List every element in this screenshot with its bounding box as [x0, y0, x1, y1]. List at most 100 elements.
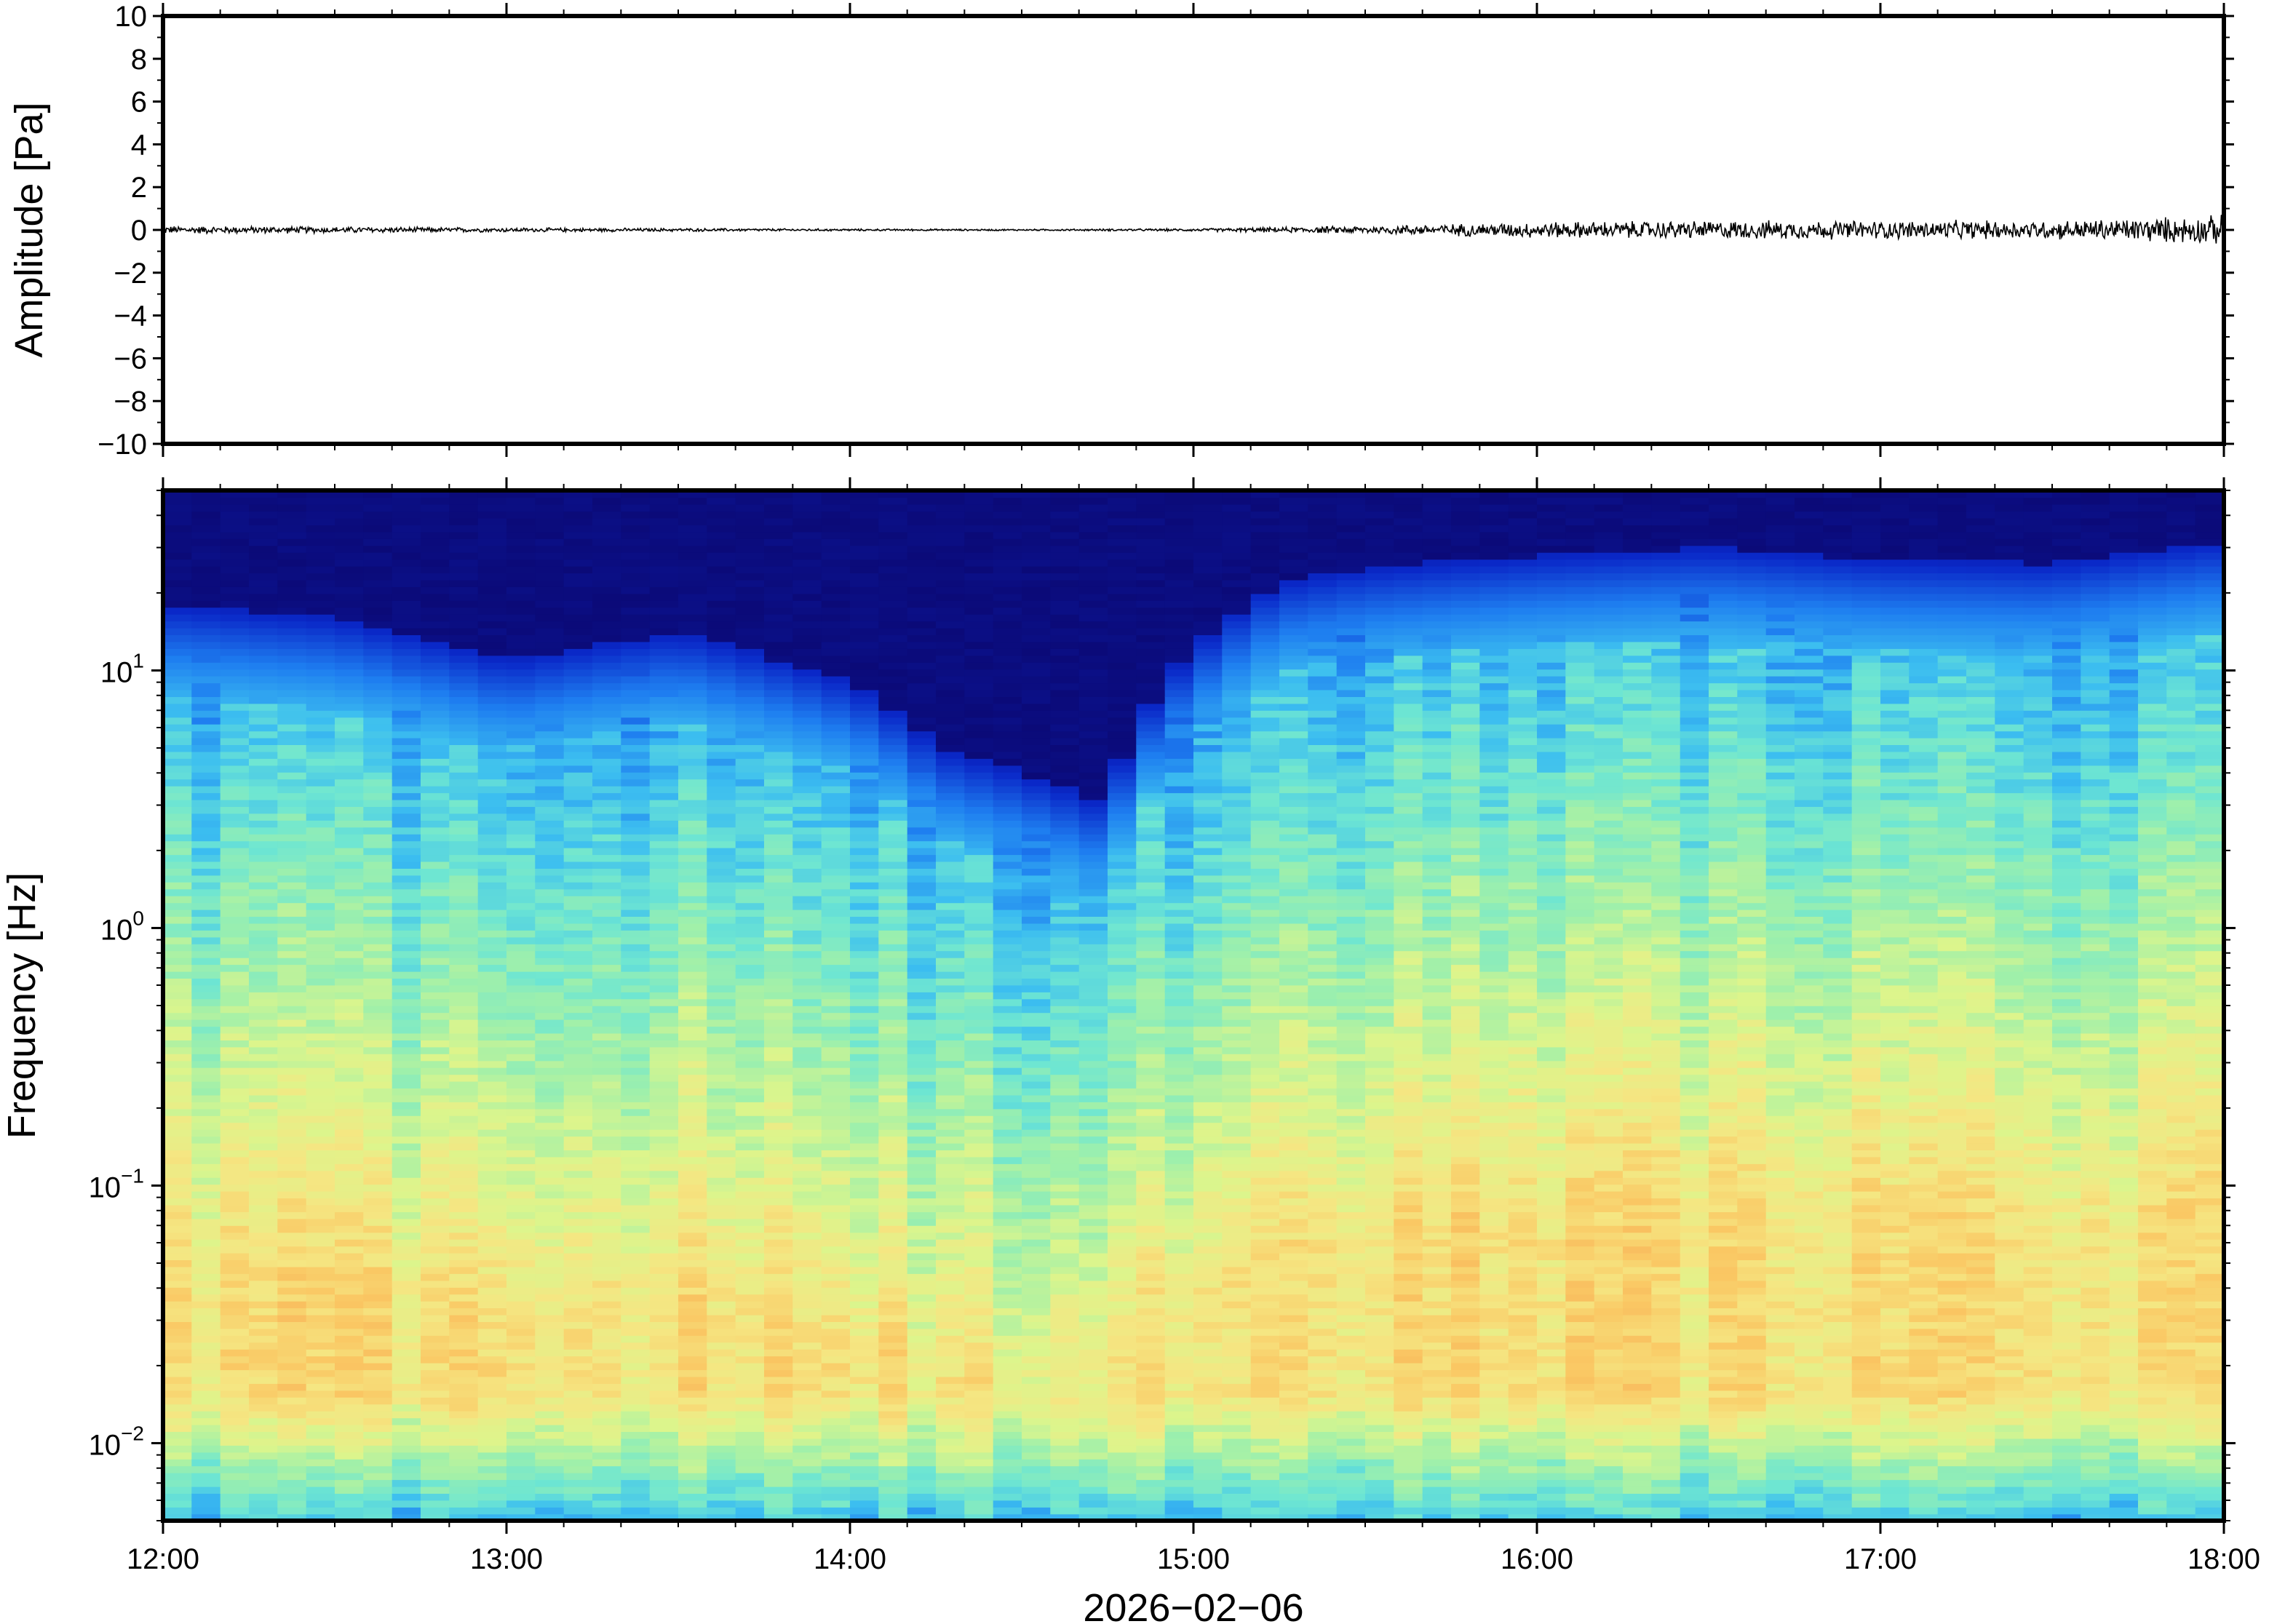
spectrogram-cell: [707, 552, 736, 560]
spectrogram-cell: [821, 1273, 851, 1281]
spectrogram-cell: [1022, 806, 1052, 814]
spectrogram-cell: [678, 1040, 708, 1048]
spectrogram-cell: [477, 875, 507, 883]
spectrogram-cell: [764, 923, 794, 931]
spectrogram-cell: [421, 1211, 450, 1219]
spectrogram-cell: [563, 682, 593, 690]
spectrogram-cell: [878, 1177, 908, 1185]
spectrogram-cell: [277, 923, 307, 931]
spectrogram-cell: [306, 1479, 335, 1487]
spectrogram-cell: [191, 930, 221, 938]
spectrogram-cell: [220, 1472, 250, 1481]
spectrogram-cell: [535, 1252, 565, 1260]
spectrogram-cell: [936, 930, 966, 938]
spectrogram-cell: [535, 1472, 565, 1481]
spectrogram-cell: [335, 1012, 365, 1020]
spectrogram-cell: [821, 1115, 851, 1123]
spectrogram-cell: [449, 1472, 479, 1481]
spectrogram-cell: [449, 1294, 479, 1302]
spectrogram-cell: [335, 531, 365, 539]
spectrogram-cell: [306, 1465, 335, 1473]
spectrogram-cell: [249, 662, 279, 670]
spectrogram-cell: [850, 751, 880, 759]
spectrogram-cell: [592, 552, 622, 560]
spectrogram-cell: [1022, 1040, 1052, 1048]
spectrogram-cell: [592, 613, 622, 622]
spectrogram-cell: [563, 517, 593, 525]
spectrogram-cell: [220, 992, 250, 1000]
spectrogram-cell: [335, 799, 365, 807]
spectrogram-cell: [907, 1376, 937, 1384]
spectrogram-cell: [249, 930, 279, 938]
spectrogram-cell: [678, 923, 708, 931]
spectrogram-cell: [764, 751, 794, 759]
spectrogram-cell: [735, 1273, 765, 1281]
spectrogram-cell: [850, 621, 880, 629]
spectrogram-cell: [993, 888, 1022, 896]
spectrogram-cell: [421, 1335, 450, 1343]
spectrogram-cell: [306, 669, 335, 677]
spectrogram-cell: [306, 875, 335, 883]
spectrogram-cell: [1022, 682, 1052, 690]
spectrogram-cell: [1022, 627, 1052, 635]
spectrogram-cell: [277, 751, 307, 759]
spectrogram-cell: [850, 1362, 880, 1371]
spectrogram-cell: [1022, 916, 1052, 924]
spectrogram-cell: [191, 662, 221, 670]
spectrogram-cell: [878, 1142, 908, 1150]
spectrogram-cell: [335, 1026, 365, 1034]
spectrogram-cell: [477, 882, 507, 890]
spectrogram-cell: [249, 902, 279, 910]
spectrogram-cell: [220, 1067, 250, 1075]
spectrogram-cell: [1022, 944, 1052, 952]
spectrogram-cell: [792, 806, 822, 814]
spectrogram-cell: [792, 710, 822, 718]
spectrogram-cell: [592, 1252, 622, 1260]
spectrogram-cell: [993, 1177, 1022, 1185]
spectrogram-cell: [907, 1067, 937, 1075]
spectrogram-cell: [878, 1108, 908, 1116]
spectrogram-cell: [764, 621, 794, 629]
spectrogram-cell: [936, 525, 966, 533]
spectrogram-cell: [678, 1006, 708, 1014]
spectrogram-cell: [449, 1032, 479, 1040]
spectrogram-cell: [506, 1438, 536, 1446]
spectrogram-cell: [707, 641, 736, 649]
spectrogram-cell: [220, 1142, 250, 1150]
spectrogram-cell: [306, 751, 335, 759]
spectrogram-cell: [220, 792, 250, 800]
spectrogram-cell: [191, 1006, 221, 1014]
spectrogram-cell: [821, 675, 851, 684]
spectrogram-cell: [735, 1032, 765, 1040]
spectrogram-cell: [421, 1006, 450, 1014]
spectrogram-cell: [821, 868, 851, 876]
spectrogram-cell: [1078, 1500, 1108, 1508]
spectrogram-cell: [735, 655, 765, 663]
spectrogram-cell: [764, 1102, 794, 1110]
spectrogram-cell: [878, 717, 908, 725]
spectrogram-cell: [306, 731, 335, 739]
spectrogram-cell: [964, 579, 994, 587]
spectrogram-cell: [335, 950, 365, 958]
spectrogram-cell: [707, 751, 736, 759]
spectrogram-cell: [477, 1211, 507, 1219]
spectrogram-cell: [821, 1397, 851, 1405]
spectrogram-cell: [592, 1225, 622, 1233]
spectrogram-cell: [936, 1246, 966, 1254]
spectrogram-cell: [649, 490, 679, 498]
spectrogram-cell: [592, 1314, 622, 1322]
spectrogram-cell: [363, 1307, 393, 1315]
spectrogram-cell: [764, 1006, 794, 1014]
spectrogram-cell: [477, 1349, 507, 1357]
spectrogram-cell: [335, 1390, 365, 1398]
spectrogram-cell: [907, 1060, 937, 1068]
spectrogram-cell: [1022, 1129, 1052, 1137]
spectrogram-cell: [506, 1170, 536, 1178]
spectrogram-cell: [964, 1500, 994, 1508]
spectrogram-cell: [764, 1054, 794, 1062]
spectrogram-cell: [563, 1273, 593, 1281]
spectrogram-cell: [792, 627, 822, 635]
spectrogram-cell: [306, 792, 335, 800]
spectrogram-cell: [850, 655, 880, 663]
spectrogram-cell: [592, 1438, 622, 1446]
